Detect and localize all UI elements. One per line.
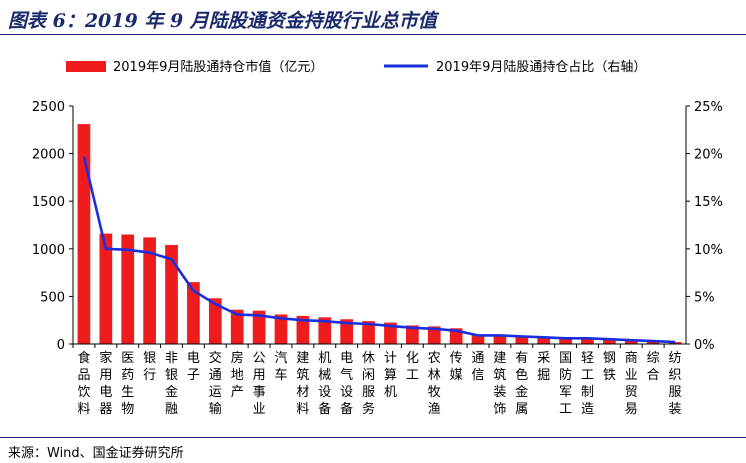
right-tick-label: 0% — [694, 338, 715, 353]
x-tick-label: 纺织服装 — [669, 351, 682, 417]
legend-label-bar: 2019年9月陆股通持仓市值（亿元） — [113, 59, 323, 75]
x-tick-label: 公用事业 — [253, 351, 266, 417]
x-tick-label: 银行 — [143, 351, 156, 383]
x-tick-label: 非银金融 — [165, 351, 178, 417]
left-tick-label: 500 — [40, 290, 65, 305]
x-tick-label: 家用电器 — [99, 350, 112, 417]
x-tick-label: 钢铁 — [603, 351, 616, 383]
x-tick-label: 电气设备 — [340, 351, 353, 417]
x-tick-label: 食品饮料 — [77, 350, 90, 417]
x-tick-label: 传媒 — [450, 351, 463, 383]
left-tick-label: 2000 — [32, 148, 65, 163]
x-tick-label: 汽车 — [274, 351, 287, 383]
source-bar: 来源：Wind、国金证券研究所 — [0, 437, 746, 463]
x-tick-label: 国防军工 — [559, 351, 572, 417]
right-tick-label: 10% — [694, 243, 723, 258]
x-tick-label: 农林牧渔 — [428, 351, 441, 417]
source-note: 来源：Wind、国金证券研究所 — [8, 442, 184, 461]
x-tick-label: 建筑材料 — [296, 351, 309, 417]
x-tick-label: 轻工制造 — [581, 351, 594, 417]
legend-label-line: 2019年9月陆股通持仓占比（右轴） — [436, 59, 646, 75]
x-tick-label: 有色金属 — [515, 351, 528, 417]
x-tick-label: 医药生物 — [121, 351, 134, 417]
right-tick-label: 25% — [694, 100, 723, 115]
x-tick-label: 综合 — [647, 351, 660, 383]
left-tick-label: 2500 — [32, 100, 65, 115]
title-bar: 图表 6：2019 年 9 月陆股通资金持股行业总市值 — [0, 0, 746, 35]
chart-title: 图表 6：2019 年 9 月陆股通资金持股行业总市值 — [8, 6, 437, 33]
x-tick-label: 机械设备 — [318, 351, 331, 417]
legend-swatch-bar — [66, 61, 106, 72]
left-tick-label: 1500 — [32, 195, 65, 210]
x-tick-label: 电子 — [187, 351, 200, 383]
x-tick-label: 建筑装饰 — [493, 351, 506, 417]
right-tick-label: 20% — [694, 148, 723, 163]
right-axis: 0% 5% 10% 15% 20% 25% — [686, 100, 723, 353]
right-tick-label: 15% — [694, 195, 723, 210]
x-tick-label: 商业贸易 — [625, 351, 638, 417]
right-tick-label: 5% — [694, 290, 715, 305]
chart: 2019年9月陆股通持仓市值（亿元） 2019年9月陆股通持仓占比（右轴） 0 50… — [0, 35, 746, 437]
x-axis: 食品饮料家用电器医药生物银行非银金融电子交通运输房地产公用事业汽车建筑材料机械设… — [73, 344, 686, 417]
x-tick-label: 采掘 — [537, 351, 550, 383]
left-tick-label: 1000 — [32, 243, 65, 258]
x-tick-label: 休闲服务 — [362, 351, 375, 417]
legend: 2019年9月陆股通持仓市值（亿元） 2019年9月陆股通持仓占比（右轴） — [66, 59, 646, 75]
x-tick-label: 交通运输 — [209, 350, 222, 417]
left-tick-label: 0 — [57, 338, 65, 353]
x-tick-label: 化工 — [406, 351, 419, 383]
x-tick-label: 计算机 — [384, 351, 397, 400]
left-axis: 0 500 1000 1500 2000 2500 — [32, 100, 73, 353]
x-tick-label: 房地产 — [231, 350, 244, 400]
bars — [78, 124, 682, 344]
x-tick-label: 通信 — [472, 351, 485, 383]
